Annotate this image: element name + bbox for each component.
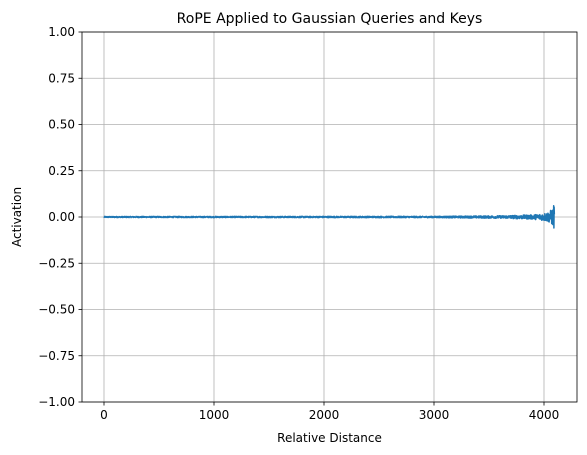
x-axis-label: Relative Distance [277,431,382,445]
y-axis-label: Activation [10,187,24,247]
x-tick-label: 0 [100,408,108,422]
series-layer [103,205,556,229]
x-tick-label: 3000 [419,408,450,422]
y-tick-label: −0.50 [38,303,75,317]
x-tick-label: 2000 [309,408,340,422]
chart-title: RoPE Applied to Gaussian Queries and Key… [177,11,483,27]
series-line [103,205,556,229]
y-tick-label: −0.75 [38,349,75,363]
y-tick-label: 1.00 [48,25,75,39]
x-tick-label: 1000 [199,408,230,422]
y-tick-label: 0.00 [48,210,75,224]
ticks-layer: 0 1000 2000 3000 4000 1.00 0.75 0.50 0.25 0.00 −0.… [38,25,559,422]
y-tick-label: 0.75 [48,71,75,85]
y-tick-label: −1.00 [38,395,75,409]
y-tick-label: 0.50 [48,118,75,132]
y-tick-label: 0.25 [48,164,75,178]
y-tick-label: −0.25 [38,256,75,270]
x-tick-label: 4000 [529,408,560,422]
